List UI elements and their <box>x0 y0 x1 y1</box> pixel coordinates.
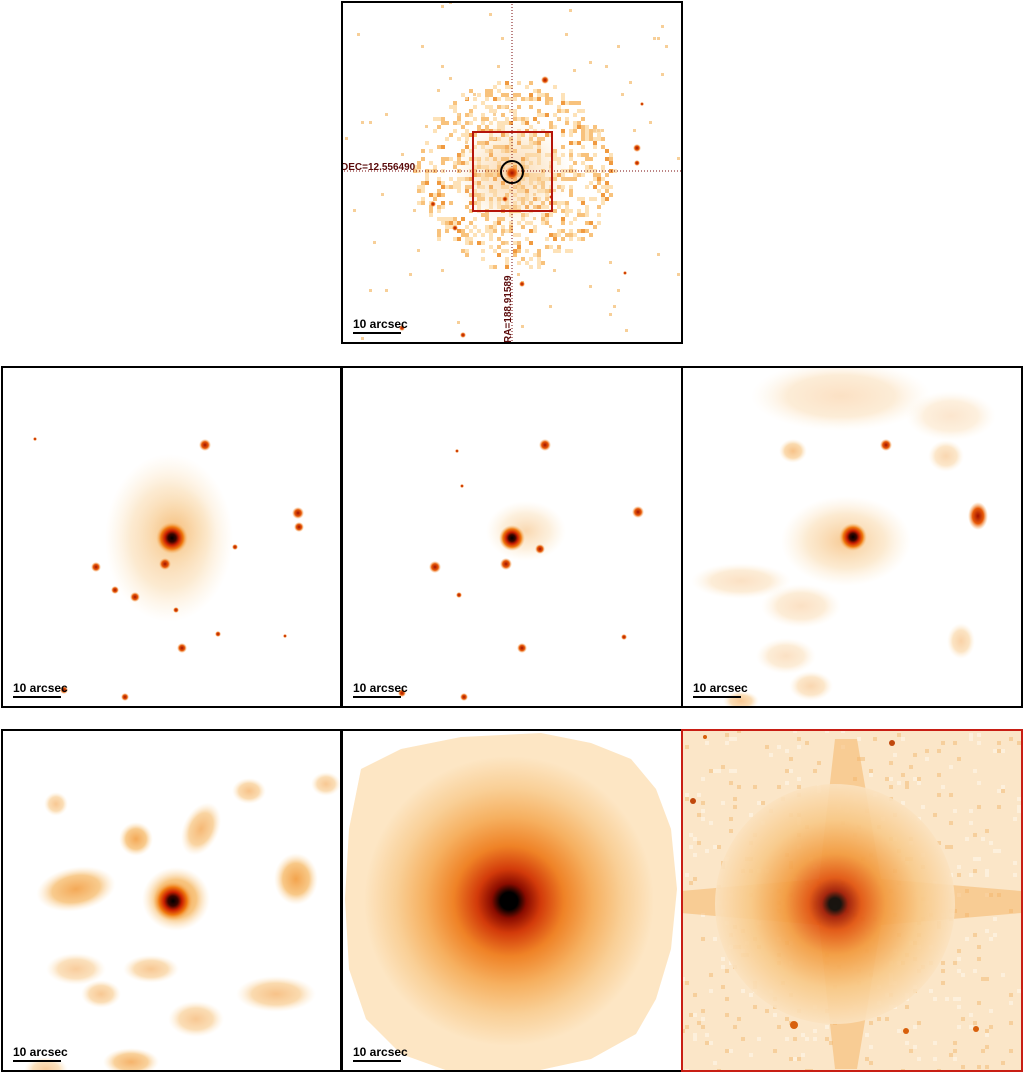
scale-label: 10 arcsec <box>353 681 408 695</box>
scale-label: 10 arcsec <box>353 317 408 331</box>
dec-label: DEC=12.556490 <box>341 162 416 173</box>
image-panel-row3-2: 10 arcsec <box>341 729 683 1072</box>
scale-bar: 10 arcsec <box>693 682 748 698</box>
scale-line <box>693 696 741 698</box>
sky-image <box>341 1 683 344</box>
scale-line <box>353 332 401 334</box>
scale-line <box>13 696 61 698</box>
image-panel-row2-2: 10 arcsec <box>341 366 683 708</box>
sky-image <box>345 733 677 1072</box>
scale-bar: 10 arcsec <box>13 682 68 698</box>
image-panel-top: DEC=12.556490 RA=188.91589 10 arcsec <box>341 1 683 344</box>
scale-line <box>353 1060 401 1062</box>
sky-image <box>24 772 341 1072</box>
image-panel-row3-1: 10 arcsec <box>1 729 342 1072</box>
zoom-box <box>472 131 553 212</box>
scale-bar: 10 arcsec <box>353 1046 408 1062</box>
source-circle <box>500 160 524 184</box>
sky-image <box>691 366 996 708</box>
scale-bar: 10 arcsec <box>353 318 408 334</box>
scale-bar: 10 arcsec <box>13 1046 68 1062</box>
scale-label: 10 arcsec <box>13 681 68 695</box>
scale-label: 10 arcsec <box>693 681 748 695</box>
sky-image <box>398 439 644 701</box>
image-panel-row2-3: 10 arcsec <box>681 366 1023 708</box>
scale-label: 10 arcsec <box>13 1045 68 1059</box>
sky-image <box>681 729 1023 1072</box>
ra-label: RA=188.91589 <box>503 275 514 343</box>
scale-bar: 10 arcsec <box>353 682 408 698</box>
scale-line <box>353 696 401 698</box>
scale-label: 10 arcsec <box>353 1045 408 1059</box>
sky-image <box>33 437 304 701</box>
scale-line <box>13 1060 61 1062</box>
image-panel-row2-1: 10 arcsec <box>1 366 342 708</box>
image-panel-row3-3 <box>681 729 1023 1072</box>
